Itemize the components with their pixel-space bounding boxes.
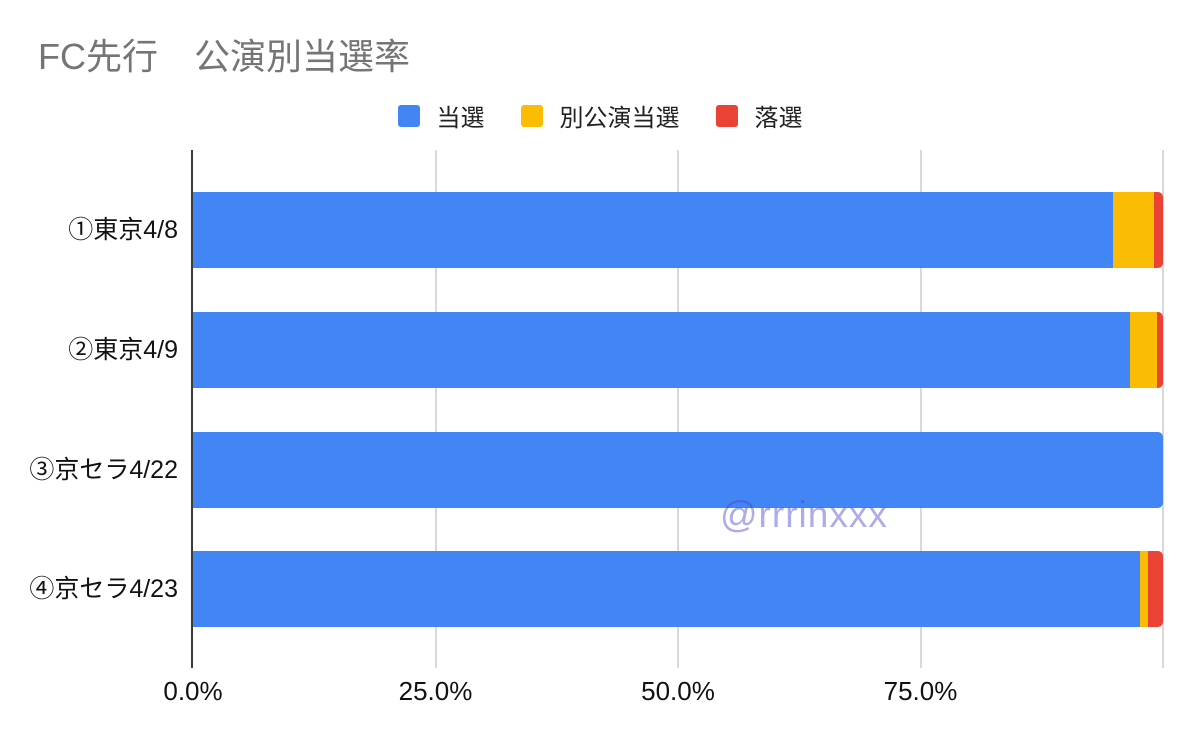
x-tick-label-0: 0.0% bbox=[163, 676, 223, 706]
legend-item-2: 落選 bbox=[715, 98, 803, 133]
legend-label: 別公演当選 bbox=[559, 105, 680, 132]
bar-row-1 bbox=[193, 312, 1163, 388]
bar-row-0 bbox=[193, 192, 1163, 268]
y-axis-line bbox=[191, 150, 193, 668]
category-label-2: ③京セラ4/22 bbox=[29, 456, 178, 484]
legend-item-1: 別公演当選 bbox=[520, 98, 680, 133]
x-tick-label-1: 25.0% bbox=[398, 676, 473, 706]
bar-segment-落選 bbox=[1154, 192, 1163, 268]
gridline-25 bbox=[434, 150, 437, 668]
chart-title: FC先行 公演別当選率 bbox=[38, 36, 410, 77]
legend-swatch-icon bbox=[520, 104, 543, 127]
bar-segment-別公演当選 bbox=[1130, 312, 1158, 388]
bar-segment-当選 bbox=[193, 192, 1113, 268]
gridline-50 bbox=[677, 150, 679, 668]
legend-swatch-icon bbox=[397, 104, 420, 127]
x-tick-label-2: 50.0% bbox=[641, 676, 715, 706]
legend-swatch-icon bbox=[715, 104, 738, 127]
bar-row-2 bbox=[193, 432, 1163, 508]
bar-segment-別公演当選 bbox=[1112, 192, 1155, 268]
category-label-0: ①東京4/8 bbox=[68, 216, 178, 244]
plot-area: @rrrinxxx bbox=[191, 150, 1164, 668]
bar-segment-当選 bbox=[193, 312, 1131, 388]
legend-label: 落選 bbox=[754, 105, 803, 132]
watermark: @rrrinxxx bbox=[720, 494, 888, 535]
bar-segment-当選 bbox=[193, 551, 1140, 627]
x-tick-label-3: 75.0% bbox=[883, 676, 958, 706]
bar-segment-落選 bbox=[1157, 312, 1163, 388]
legend: 当選 別公演当選 落選 bbox=[0, 98, 1200, 133]
bar-segment-別公演当選 bbox=[1139, 551, 1149, 627]
legend-item-0: 当選 bbox=[397, 98, 485, 133]
category-label-1: ②東京4/9 bbox=[68, 336, 178, 364]
gridline-100 bbox=[1162, 150, 1164, 668]
bar-row-3 bbox=[193, 551, 1163, 627]
category-label-3: ④京セラ4/23 bbox=[29, 575, 178, 603]
gridline-75 bbox=[919, 150, 922, 668]
bar-segment-当選 bbox=[193, 432, 1163, 508]
bar-segment-落選 bbox=[1148, 551, 1163, 627]
legend-label: 当選 bbox=[436, 105, 485, 132]
